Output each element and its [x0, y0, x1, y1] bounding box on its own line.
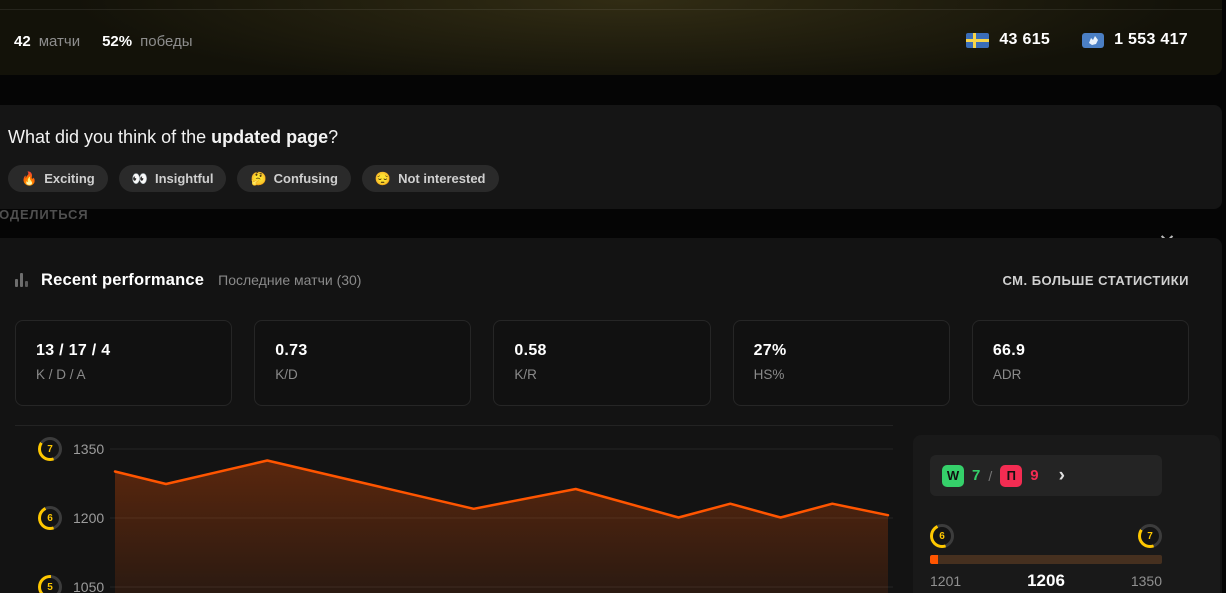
kd-label: K/D	[275, 367, 298, 382]
winrate-value: 52%	[102, 33, 133, 50]
loss-count: 9	[1030, 467, 1039, 484]
elo-range-max: 1350	[1130, 573, 1162, 589]
stat-card-adr: 66.9 ADR	[971, 320, 1190, 406]
chip-not-interested[interactable]: 😔 Not interested	[361, 165, 499, 192]
win-count: 7	[972, 467, 981, 484]
win-loss-card[interactable]: W 7 / П 9 ›	[930, 455, 1162, 496]
feedback-chip-row: 🔥 Exciting 👀 Insightful 🤔 Confusing 😔 No…	[8, 165, 1202, 192]
elo-chart-block: 7 1350 6 1200 5 1050 W 7 / П 9 ›	[15, 425, 1220, 593]
pensive-face-icon: 😔	[374, 170, 392, 186]
elo-range-badges: 6 7	[930, 524, 1162, 548]
chip-insightful[interactable]: 👀 Insightful	[118, 165, 227, 192]
chip-exciting[interactable]: 🔥 Exciting	[8, 165, 108, 192]
chip-confusing[interactable]: 🤔 Confusing	[237, 165, 351, 192]
feedback-question: What did you think of the updated page?	[8, 127, 1202, 148]
kr-label: K/R	[514, 367, 537, 382]
ytick-1350-label: 1350	[73, 441, 105, 457]
range-start-level-icon: 6	[930, 524, 954, 548]
chip-not-interested-label: Not interested	[398, 171, 486, 186]
europe-region-icon	[1082, 32, 1105, 48]
feedback-question-bold: updated page	[211, 127, 329, 147]
elo-range-min: 1201	[930, 573, 962, 589]
adr-value: 66.9	[992, 342, 1026, 359]
bar-chart-icon	[15, 273, 28, 287]
fire-icon: 🔥	[21, 170, 38, 186]
loss-badge-icon: П	[1000, 464, 1023, 487]
matches-label: матчи	[38, 33, 81, 50]
ranking-row: 43 615 1 553 417	[966, 31, 1188, 49]
chip-insightful-label: Insightful	[154, 171, 214, 186]
elo-side-panel: W 7 / П 9 › 6 7 1201 1206 1350	[913, 435, 1220, 593]
section-subtitle: Последние матчи (30)	[218, 272, 362, 288]
feedback-question-prefix: What did you think of the	[8, 127, 212, 147]
kr-value: 0.58	[514, 342, 547, 359]
elo-chart-area: 7 1350 6 1200 5 1050	[15, 425, 893, 593]
elo-progress-fill	[930, 555, 939, 564]
kda-value: 13 / 17 / 4	[36, 342, 111, 359]
level-6-badge-icon: 6	[38, 506, 62, 530]
section-title: Recent performance	[41, 270, 205, 289]
cover-divider-line	[0, 9, 1222, 10]
feedback-question-suffix: ?	[328, 127, 339, 147]
ytick-1050: 5 1050	[38, 575, 104, 593]
stat-card-hs: 27% HS%	[732, 320, 950, 406]
elo-range-numbers: 1201 1206 1350	[930, 571, 1162, 591]
see-more-stats-link[interactable]: СМ. БОЛЬШЕ СТАТИСТИКИ	[1002, 272, 1189, 288]
feedback-banner: What did you think of the updated page? …	[0, 105, 1222, 254]
stat-card-kd: 0.73 K/D	[254, 320, 472, 406]
thinking-face-icon: 🤔	[250, 170, 267, 186]
ytick-1050-label: 1050	[73, 579, 105, 593]
hs-value: 27%	[753, 342, 787, 359]
elo-progress-bar	[930, 555, 1162, 564]
ytick-1200: 6 1200	[38, 506, 104, 530]
adr-label: ADR	[992, 367, 1022, 382]
stat-card-row: 13 / 17 / 4 K / D / A 0.73 K/D 0.58 K/R …	[15, 320, 1190, 406]
elo-line-chart	[110, 448, 893, 593]
ytick-1350: 7 1350	[38, 437, 104, 461]
elo-current: 1206	[1027, 571, 1065, 590]
matches-count: 42	[14, 33, 31, 50]
stat-card-kr: 0.58 K/R	[493, 320, 711, 406]
kda-label: K / D / A	[36, 367, 86, 382]
level-7-badge-icon: 7	[38, 437, 62, 461]
sweden-flag-icon	[966, 32, 990, 48]
chip-exciting-label: Exciting	[44, 171, 95, 186]
chip-confusing-label: Confusing	[273, 171, 338, 186]
region-rank-value: 1 553 417	[1114, 31, 1188, 48]
recent-performance-card: Recent performance Последние матчи (30) …	[0, 238, 1222, 593]
chevron-right-icon[interactable]: ›	[1058, 465, 1065, 486]
hs-label: HS%	[753, 367, 785, 382]
profile-header-card: 42 матчи 52% победы 43 615 1 553 417	[0, 0, 1222, 75]
cover-image-glow	[0, 0, 1222, 75]
eyes-icon: 👀	[131, 170, 148, 186]
level-5-badge-icon: 5	[38, 575, 62, 593]
profile-stats-row: 42 матчи 52% победы	[14, 33, 207, 50]
range-end-level-icon: 7	[1138, 524, 1162, 548]
ytick-1200-label: 1200	[73, 510, 105, 526]
win-badge-icon: W	[942, 464, 964, 487]
recent-performance-header: Recent performance Последние матчи (30) …	[15, 268, 1189, 292]
country-rank-value: 43 615	[999, 31, 1051, 48]
win-loss-separator: /	[988, 467, 993, 484]
share-button[interactable]: ПОДЕЛИТЬСЯ	[0, 207, 89, 222]
winrate-label: победы	[140, 33, 193, 50]
kd-value: 0.73	[275, 342, 308, 359]
stat-card-kda: 13 / 17 / 4 K / D / A	[15, 320, 233, 406]
